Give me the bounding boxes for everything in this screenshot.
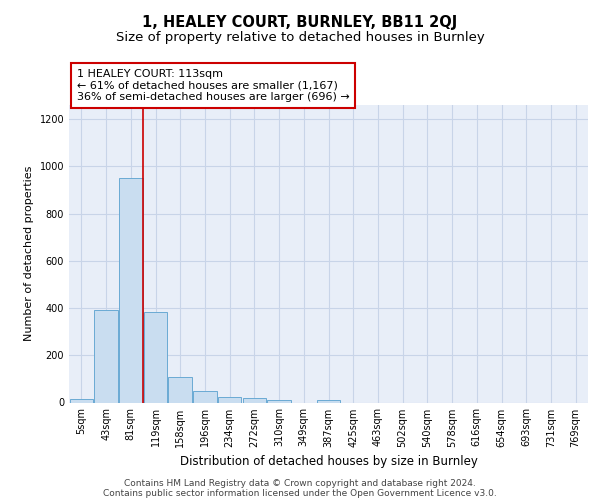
Bar [119,178,143,402]
Text: Size of property relative to detached houses in Burnley: Size of property relative to detached ho… [116,31,484,44]
Text: Contains HM Land Registry data © Crown copyright and database right 2024.: Contains HM Land Registry data © Crown c… [124,478,476,488]
Bar [144,312,167,402]
Bar [218,398,241,402]
Bar [94,310,118,402]
Bar [193,390,217,402]
Bar [317,400,340,402]
Bar [169,376,192,402]
Text: 1 HEALEY COURT: 113sqm
← 61% of detached houses are smaller (1,167)
36% of semi-: 1 HEALEY COURT: 113sqm ← 61% of detached… [77,69,350,102]
Y-axis label: Number of detached properties: Number of detached properties [24,166,34,342]
Text: Contains public sector information licensed under the Open Government Licence v3: Contains public sector information licen… [103,488,497,498]
Bar [70,400,93,402]
X-axis label: Distribution of detached houses by size in Burnley: Distribution of detached houses by size … [179,455,478,468]
Bar [268,400,291,402]
Text: 1, HEALEY COURT, BURNLEY, BB11 2QJ: 1, HEALEY COURT, BURNLEY, BB11 2QJ [142,15,458,30]
Bar [242,398,266,402]
